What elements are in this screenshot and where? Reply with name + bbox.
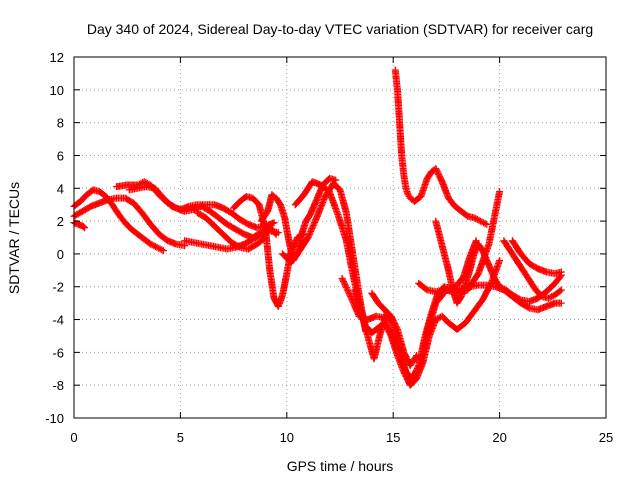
x-tick-label: 15 (386, 430, 400, 445)
series-markers (193, 209, 269, 253)
series-track-14 (368, 289, 421, 369)
data-points (70, 66, 565, 389)
series-track-19 (508, 237, 565, 278)
x-tick-label: 0 (70, 430, 77, 445)
y-tick-label: 10 (50, 83, 64, 98)
y-tick-label: -10 (45, 411, 64, 426)
y-tick-label: -8 (52, 378, 64, 393)
x-axis-label: GPS time / hours (287, 458, 394, 474)
y-tick-label: 8 (57, 116, 64, 131)
axis-ticks: -10 -8 -6 -4 -2 0 2 4 6 8 10 12 0 5 10 15 20 25 (45, 50, 613, 445)
y-tick-label: 4 (57, 181, 64, 196)
series-markers (368, 289, 421, 369)
series-track-17 (432, 217, 565, 307)
x-tick-label: 25 (599, 430, 613, 445)
y-tick-label: -2 (52, 280, 64, 295)
series-markers (125, 183, 278, 232)
x-tick-label: 10 (280, 430, 294, 445)
y-tick-label: 2 (57, 214, 64, 229)
series-markers (432, 217, 565, 307)
x-tick-label: 20 (492, 430, 506, 445)
y-tick-label: 6 (57, 148, 64, 163)
y-axis-label: SDTVAR / TECUs (6, 182, 22, 294)
series-track-7 (193, 209, 269, 253)
plot-frame (73, 56, 607, 419)
series-track-5 (125, 183, 278, 232)
series-markers (500, 237, 565, 302)
y-tick-label: 0 (57, 247, 64, 262)
y-tick-label: -6 (52, 345, 64, 360)
series-track-18 (500, 237, 565, 302)
grid-lines (74, 57, 606, 418)
x-tick-label: 5 (177, 430, 184, 445)
series-markers (391, 66, 491, 228)
series-track-15 (391, 66, 491, 228)
chart-title: Day 340 of 2024, Sidereal Day-to-day VTE… (87, 21, 593, 37)
y-tick-label: -4 (52, 313, 64, 328)
series-markers (508, 237, 565, 278)
y-tick-label: 12 (50, 50, 64, 65)
